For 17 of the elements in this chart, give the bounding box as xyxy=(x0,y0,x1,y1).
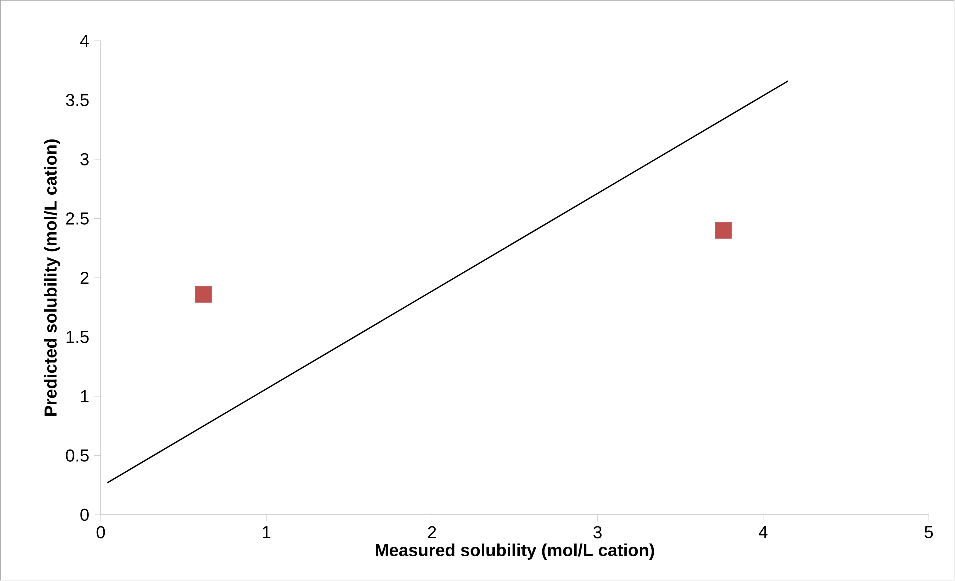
x-tick-label: 2 xyxy=(428,526,436,538)
x-tick-label: 3 xyxy=(594,526,602,539)
x-axis-title: Measured solubility (mol/L cation) xyxy=(376,544,654,560)
x-tick-label: 4 xyxy=(758,526,768,538)
y-tick-label: 1.5 xyxy=(66,331,89,344)
x-tick-label: 5 xyxy=(924,526,934,538)
y-tick-label: 3 xyxy=(80,153,89,166)
x-tick-label: 1 xyxy=(263,526,271,538)
y-tick-label: 0.5 xyxy=(66,450,89,462)
y-tick-label: 3.5 xyxy=(66,94,89,106)
y-tick-label: 2 xyxy=(80,272,89,284)
y-tick-label: 4 xyxy=(80,35,90,47)
y-tick-label: 1 xyxy=(81,390,89,402)
x-tick-label: 0 xyxy=(96,526,106,539)
y-tick-label: 2.5 xyxy=(66,212,89,225)
y-axis-title: Predicted solubility (mol/L cation) xyxy=(44,140,60,416)
y-tick-label: 0 xyxy=(80,508,89,522)
